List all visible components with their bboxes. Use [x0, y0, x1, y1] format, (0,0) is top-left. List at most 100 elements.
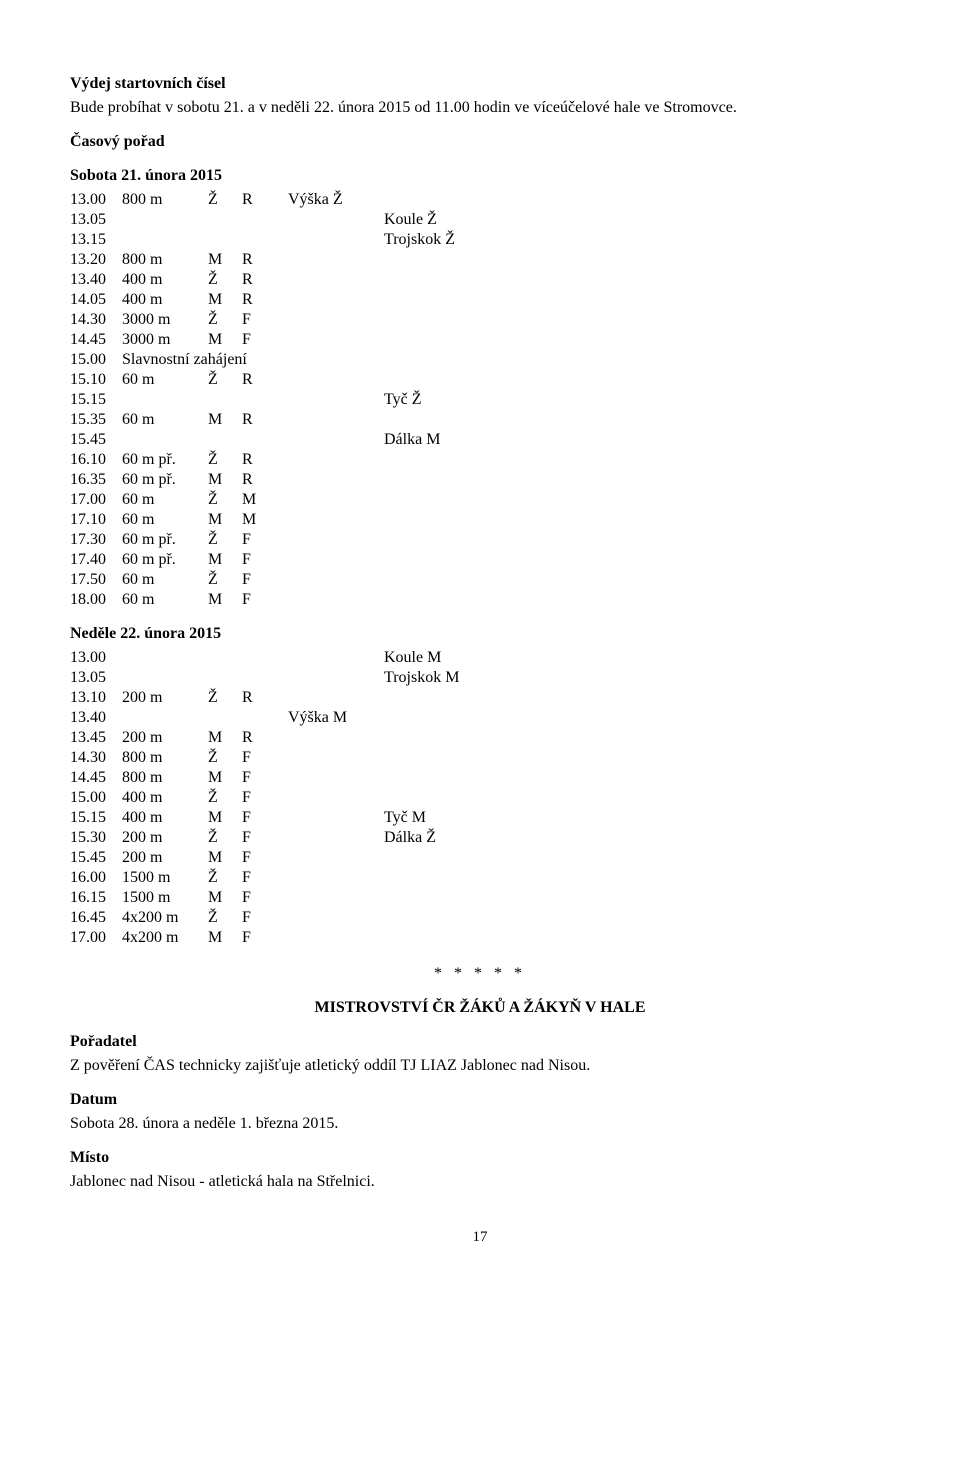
- table-row: 13.45200 mMR: [70, 728, 504, 748]
- cell-round: F: [242, 788, 288, 808]
- cell-side: [384, 330, 504, 350]
- cell-category: Ž: [208, 490, 242, 510]
- cell-time: 13.20: [70, 250, 122, 270]
- cell-side: [384, 748, 504, 768]
- heading-casovy-porad: Časový pořad: [70, 132, 890, 152]
- cell-category: Ž: [208, 788, 242, 808]
- cell-note: [288, 270, 384, 290]
- cell-category: M: [208, 470, 242, 490]
- cell-category: [208, 390, 242, 410]
- cell-round: [242, 668, 288, 688]
- cell-time: 15.30: [70, 828, 122, 848]
- cell-category: Ž: [208, 868, 242, 888]
- cell-note: [288, 230, 384, 250]
- cell-event: 200 m: [122, 828, 208, 848]
- cell-category: Ž: [208, 530, 242, 550]
- table-row: 15.00Slavnostní zahájení: [70, 350, 504, 370]
- table-row: 14.45800 mMF: [70, 768, 504, 788]
- cell-category: [208, 648, 242, 668]
- heading-poradatel: Pořadatel: [70, 1032, 890, 1052]
- cell-round: F: [242, 908, 288, 928]
- cell-event: 800 m: [122, 748, 208, 768]
- cell-note: [288, 450, 384, 470]
- table-row: 17.004x200 mMF: [70, 928, 504, 948]
- table-row: 13.15Trojskok Ž: [70, 230, 504, 250]
- cell-event: 200 m: [122, 848, 208, 868]
- cell-event: 3000 m: [122, 330, 208, 350]
- schedule-table-day1: 13.00800 mŽRVýška Ž13.05Koule Ž13.15Troj…: [70, 190, 504, 610]
- cell-round: [242, 390, 288, 410]
- cell-note: [288, 430, 384, 450]
- cell-note: [288, 390, 384, 410]
- table-row: 13.40400 mŽR: [70, 270, 504, 290]
- cell-time: 14.30: [70, 310, 122, 330]
- table-row: 18.0060 mMF: [70, 590, 504, 610]
- table-row: 17.1060 mMM: [70, 510, 504, 530]
- cell-note: [288, 370, 384, 390]
- cell-event: [122, 648, 208, 668]
- cell-note: [288, 210, 384, 230]
- cell-note: [288, 350, 384, 370]
- cell-event: 1500 m: [122, 868, 208, 888]
- cell-note: [288, 748, 384, 768]
- cell-category: M: [208, 550, 242, 570]
- cell-round: F: [242, 868, 288, 888]
- cell-time: 16.35: [70, 470, 122, 490]
- cell-round: F: [242, 590, 288, 610]
- cell-event: 60 m: [122, 370, 208, 390]
- cell-category: M: [208, 768, 242, 788]
- cell-side: [384, 888, 504, 908]
- cell-round: R: [242, 728, 288, 748]
- cell-time: 13.40: [70, 270, 122, 290]
- table-row: 17.5060 mŽF: [70, 570, 504, 590]
- cell-time: 17.00: [70, 928, 122, 948]
- cell-time: 15.15: [70, 808, 122, 828]
- cell-side: [384, 768, 504, 788]
- cell-round: F: [242, 330, 288, 350]
- cell-event: 60 m: [122, 590, 208, 610]
- cell-note: [288, 848, 384, 868]
- cell-time: 13.00: [70, 190, 122, 210]
- cell-note: [288, 688, 384, 708]
- cell-side: Tyč Ž: [384, 390, 504, 410]
- para-poradatel: Z pověření ČAS technicky zajišťuje atlet…: [70, 1056, 890, 1076]
- cell-category: Ž: [208, 748, 242, 768]
- cell-side: Trojskok Ž: [384, 230, 504, 250]
- table-row: 13.05Koule Ž: [70, 210, 504, 230]
- cell-round: F: [242, 848, 288, 868]
- cell-time: 17.50: [70, 570, 122, 590]
- cell-category: M: [208, 848, 242, 868]
- table-row: 13.00 Koule M: [70, 648, 504, 668]
- cell-time: 13.00: [70, 648, 122, 668]
- cell-side: Koule M: [384, 648, 504, 668]
- cell-side: [384, 868, 504, 888]
- cell-round: R: [242, 190, 288, 210]
- cell-time: 17.00: [70, 490, 122, 510]
- table-row: 14.303000 mŽF: [70, 310, 504, 330]
- cell-category: M: [208, 410, 242, 430]
- cell-category: [208, 230, 242, 250]
- table-row: 16.454x200 mŽF: [70, 908, 504, 928]
- cell-note: [288, 410, 384, 430]
- cell-time: 17.10: [70, 510, 122, 530]
- cell-round: R: [242, 290, 288, 310]
- cell-event: 200 m: [122, 728, 208, 748]
- cell-side: Koule Ž: [384, 210, 504, 230]
- cell-category: M: [208, 510, 242, 530]
- cell-side: [384, 510, 504, 530]
- table-row: 15.00400 mŽF: [70, 788, 504, 808]
- cell-round: F: [242, 570, 288, 590]
- cell-side: [384, 290, 504, 310]
- cell-note: [288, 530, 384, 550]
- cell-category: [208, 430, 242, 450]
- cell-side: [384, 190, 504, 210]
- cell-time: 14.45: [70, 768, 122, 788]
- cell-round: [242, 430, 288, 450]
- cell-category: [208, 708, 242, 728]
- divider-stars: * * * * *: [70, 964, 890, 984]
- cell-round: F: [242, 530, 288, 550]
- cell-event: 60 m: [122, 410, 208, 430]
- cell-time: 17.40: [70, 550, 122, 570]
- table-row: 13.40Výška M: [70, 708, 504, 728]
- cell-event: [122, 230, 208, 250]
